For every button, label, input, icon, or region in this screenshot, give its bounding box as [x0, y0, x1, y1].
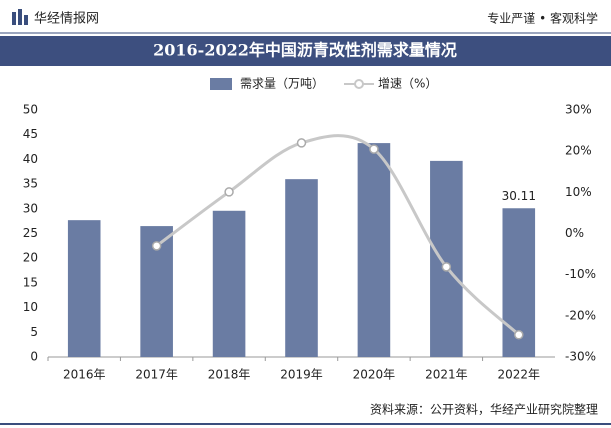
growth-point	[224, 187, 234, 197]
x-tick-label: 2022年	[498, 368, 541, 382]
y-tick-label: 30	[23, 201, 38, 215]
bar	[212, 210, 246, 357]
bar	[357, 143, 391, 357]
source: 资料来源：公开资料，华经产业研究院整理	[370, 402, 598, 417]
y2-tick-label: 0%	[565, 226, 584, 240]
legend-label: 需求量（万吨）	[240, 77, 324, 91]
title-bar	[0, 36, 611, 66]
logo-icon	[12, 9, 28, 25]
slogan: 专业严谨 • 客观科学	[487, 11, 598, 26]
chart-title: 2016-2022年中国沥青改性剂需求量情况	[153, 41, 457, 60]
growth-point	[151, 241, 162, 251]
y-tick-label: 50	[23, 103, 38, 117]
y-tick-label: 40	[23, 152, 38, 166]
y2-tick-label: 10%	[565, 185, 592, 199]
growth-point	[514, 330, 524, 340]
y-tick-label: 20	[23, 251, 38, 265]
growth-point	[369, 144, 379, 154]
growth-point	[296, 138, 307, 148]
x-tick-label: 2018年	[208, 368, 251, 382]
y-tick-label: 0	[30, 350, 38, 364]
y-tick-label: 5	[30, 325, 38, 339]
bar	[285, 179, 318, 357]
y-tick-label: 10	[23, 300, 38, 314]
y2-tick-label: 20%	[565, 144, 592, 158]
legend-label: 增速（%）	[378, 77, 437, 91]
y-tick-label: 45	[23, 127, 38, 141]
legend-swatch	[210, 78, 232, 90]
y2-tick-label: 30%	[565, 103, 592, 117]
y2-tick-label: -20%	[565, 308, 596, 322]
x-tick-label: 2021年	[425, 368, 468, 382]
legend-swatch	[354, 79, 364, 89]
x-tick-label: 2017年	[135, 368, 178, 382]
bar	[430, 160, 463, 357]
x-tick-label: 2020年	[353, 368, 396, 382]
x-tick-label: 2019年	[280, 368, 323, 382]
y-tick-label: 15	[23, 275, 38, 289]
brand: 华经情报网	[34, 12, 99, 27]
x-tick-label: 2016年	[63, 368, 106, 382]
growth-point	[441, 262, 452, 272]
y2-tick-label: -30%	[565, 350, 596, 364]
y2-tick-label: -10%	[565, 267, 596, 281]
y-tick-label: 25	[23, 226, 38, 240]
y-tick-label: 35	[23, 177, 38, 191]
data-label: 30.11	[502, 189, 536, 203]
bar	[67, 220, 101, 357]
